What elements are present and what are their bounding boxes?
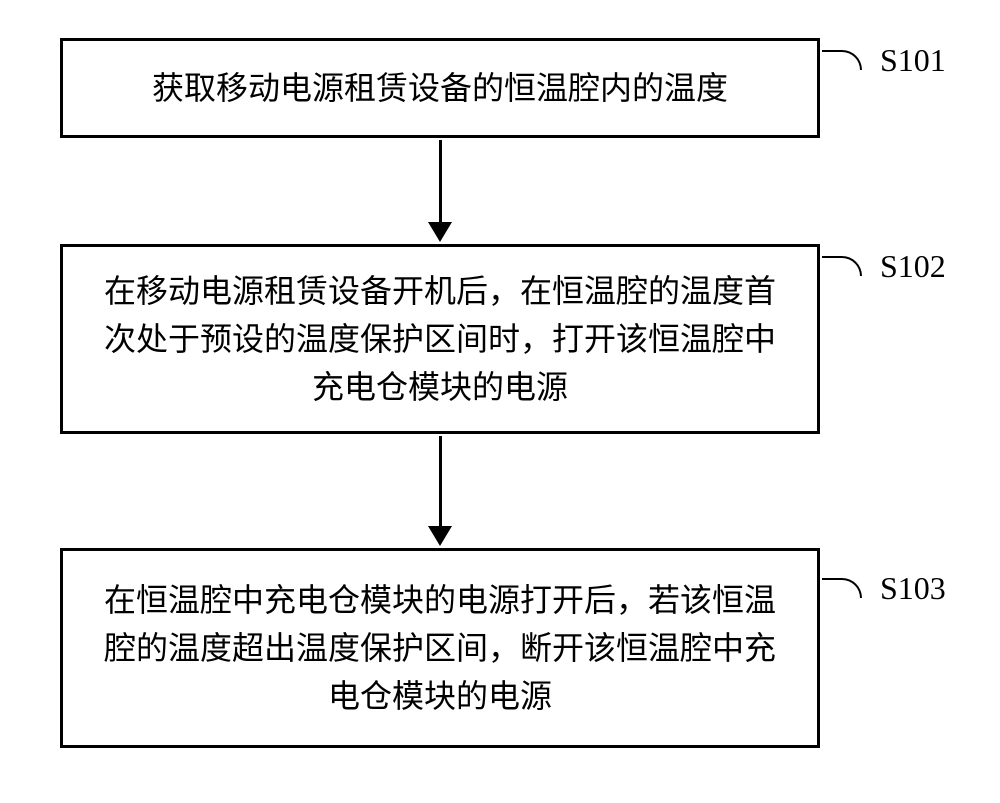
connector-2-3 bbox=[428, 436, 452, 546]
label-s101: S101 bbox=[880, 42, 946, 79]
flowchart-box-2: 在移动电源租赁设备开机后，在恒温腔的温度首次处于预设的温度保护区间时，打开该恒温… bbox=[60, 244, 820, 434]
connector-line bbox=[439, 436, 442, 526]
connector-line bbox=[439, 140, 442, 222]
label-curve-2 bbox=[822, 256, 862, 276]
box-2-text: 在移动电源租赁设备开机后，在恒温腔的温度首次处于预设的温度保护区间时，打开该恒温… bbox=[93, 267, 787, 411]
label-curve-3 bbox=[822, 578, 862, 598]
connector-1-2 bbox=[428, 140, 452, 242]
flowchart-box-1: 获取移动电源租赁设备的恒温腔内的温度 bbox=[60, 38, 820, 138]
flowchart-container: 获取移动电源租赁设备的恒温腔内的温度 S101 在移动电源租赁设备开机后，在恒温… bbox=[0, 0, 1000, 803]
box-1-text: 获取移动电源租赁设备的恒温腔内的温度 bbox=[152, 64, 728, 112]
label-s102: S102 bbox=[880, 248, 946, 285]
flowchart-box-3: 在恒温腔中充电仓模块的电源打开后，若该恒温腔的温度超出温度保护区间，断开该恒温腔… bbox=[60, 548, 820, 748]
label-s103: S103 bbox=[880, 570, 946, 607]
label-curve-1 bbox=[822, 50, 862, 70]
box-3-text: 在恒温腔中充电仓模块的电源打开后，若该恒温腔的温度超出温度保护区间，断开该恒温腔… bbox=[93, 576, 787, 720]
connector-arrow bbox=[428, 526, 452, 546]
connector-arrow bbox=[428, 222, 452, 242]
